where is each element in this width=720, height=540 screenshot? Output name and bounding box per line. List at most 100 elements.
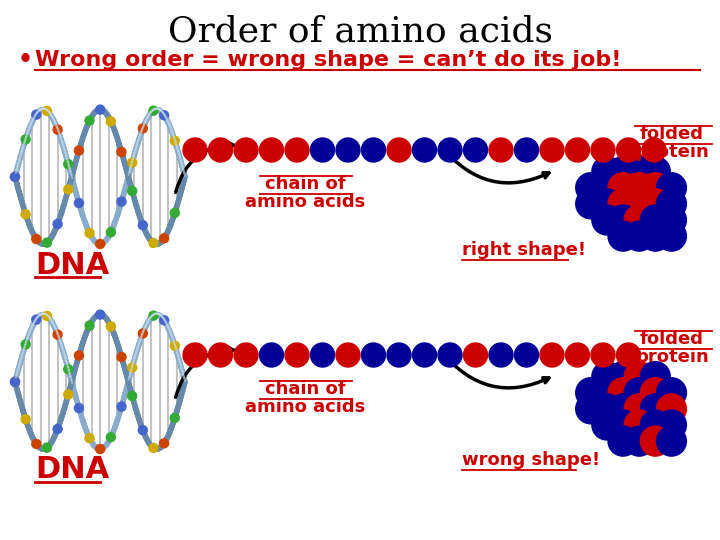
- Circle shape: [259, 138, 284, 162]
- Circle shape: [149, 106, 158, 115]
- Circle shape: [608, 410, 638, 440]
- Circle shape: [640, 394, 670, 424]
- Circle shape: [11, 172, 19, 181]
- Circle shape: [170, 341, 179, 350]
- Circle shape: [464, 138, 487, 162]
- Circle shape: [53, 125, 62, 134]
- Circle shape: [234, 343, 258, 367]
- Text: protein: protein: [635, 348, 709, 366]
- Circle shape: [515, 138, 539, 162]
- Circle shape: [74, 199, 84, 207]
- Circle shape: [657, 410, 686, 440]
- Circle shape: [616, 138, 641, 162]
- Circle shape: [624, 173, 654, 202]
- Circle shape: [576, 378, 606, 408]
- Circle shape: [21, 210, 30, 219]
- Circle shape: [259, 343, 284, 367]
- Circle shape: [107, 228, 115, 237]
- Circle shape: [32, 315, 41, 324]
- Text: amino acids: amino acids: [245, 193, 365, 211]
- Circle shape: [42, 312, 51, 320]
- Circle shape: [657, 221, 686, 251]
- Circle shape: [127, 363, 137, 372]
- Text: right shape!: right shape!: [462, 241, 586, 259]
- Circle shape: [183, 343, 207, 367]
- Circle shape: [42, 106, 51, 116]
- Circle shape: [640, 157, 670, 186]
- Circle shape: [361, 343, 385, 367]
- Circle shape: [624, 362, 654, 392]
- Circle shape: [592, 410, 622, 440]
- Circle shape: [657, 189, 686, 219]
- Circle shape: [592, 157, 622, 186]
- Circle shape: [32, 440, 41, 448]
- Circle shape: [336, 343, 360, 367]
- Circle shape: [42, 443, 51, 452]
- Circle shape: [160, 316, 168, 325]
- Circle shape: [107, 117, 115, 126]
- Circle shape: [53, 330, 62, 339]
- Circle shape: [608, 157, 638, 186]
- Circle shape: [592, 205, 622, 235]
- Circle shape: [640, 410, 670, 440]
- Circle shape: [96, 240, 104, 248]
- Circle shape: [608, 394, 638, 424]
- Circle shape: [53, 220, 62, 228]
- Circle shape: [657, 205, 686, 235]
- Text: DNA: DNA: [35, 456, 109, 484]
- Circle shape: [515, 343, 539, 367]
- Text: chain of: chain of: [265, 175, 346, 193]
- Circle shape: [160, 439, 168, 448]
- Circle shape: [127, 392, 137, 401]
- Circle shape: [11, 377, 19, 386]
- Circle shape: [489, 138, 513, 162]
- Circle shape: [21, 340, 30, 349]
- Circle shape: [11, 172, 19, 181]
- Circle shape: [64, 390, 73, 399]
- Circle shape: [616, 343, 641, 367]
- Circle shape: [624, 205, 654, 235]
- Circle shape: [117, 197, 126, 206]
- Circle shape: [138, 329, 148, 338]
- Circle shape: [608, 362, 638, 392]
- Text: amino acids: amino acids: [245, 398, 365, 416]
- Circle shape: [489, 343, 513, 367]
- Text: protein: protein: [635, 143, 709, 161]
- Text: Order of amino acids: Order of amino acids: [168, 15, 552, 49]
- Circle shape: [107, 322, 115, 331]
- Circle shape: [96, 105, 104, 114]
- Circle shape: [21, 135, 30, 144]
- Circle shape: [642, 138, 666, 162]
- Circle shape: [540, 343, 564, 367]
- Circle shape: [149, 311, 158, 320]
- Circle shape: [53, 424, 62, 434]
- Circle shape: [127, 186, 137, 195]
- Circle shape: [640, 426, 670, 456]
- Circle shape: [576, 189, 606, 219]
- Circle shape: [576, 394, 606, 424]
- Circle shape: [96, 444, 104, 454]
- Circle shape: [592, 394, 622, 424]
- Circle shape: [310, 343, 335, 367]
- Circle shape: [608, 205, 638, 235]
- Circle shape: [170, 208, 179, 218]
- Circle shape: [592, 189, 622, 219]
- Circle shape: [387, 138, 411, 162]
- Circle shape: [127, 158, 137, 167]
- Text: chain of: chain of: [265, 380, 346, 398]
- Text: •: •: [18, 48, 33, 72]
- Circle shape: [285, 343, 309, 367]
- Circle shape: [624, 394, 654, 424]
- Circle shape: [438, 343, 462, 367]
- Circle shape: [608, 378, 638, 408]
- Circle shape: [183, 138, 207, 162]
- Circle shape: [209, 343, 233, 367]
- Circle shape: [138, 124, 148, 133]
- Circle shape: [591, 138, 615, 162]
- Circle shape: [624, 221, 654, 251]
- Circle shape: [640, 189, 670, 219]
- Circle shape: [592, 173, 622, 202]
- Circle shape: [657, 394, 686, 424]
- Circle shape: [85, 116, 94, 125]
- Circle shape: [640, 205, 670, 235]
